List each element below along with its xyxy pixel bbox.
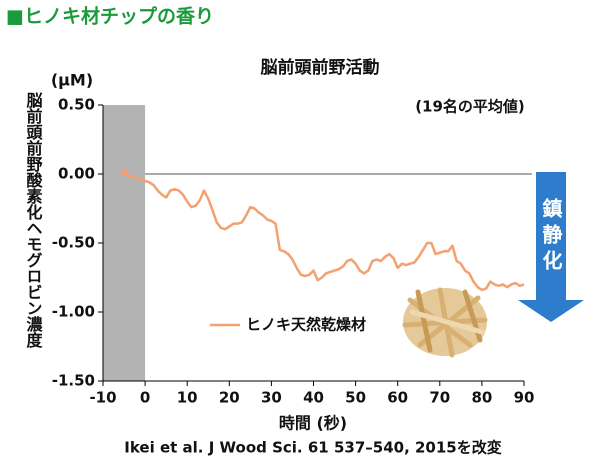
y-tick-label: 0.50 bbox=[58, 96, 95, 114]
x-tick-label: 70 bbox=[429, 389, 450, 407]
arrow-label: 鎮静化 bbox=[539, 197, 563, 276]
x-tick-label: 50 bbox=[345, 389, 366, 407]
y-tick-label: -0.50 bbox=[52, 234, 95, 252]
x-tick-label: 0 bbox=[140, 389, 150, 407]
start-point bbox=[121, 169, 128, 176]
x-tick-label: 60 bbox=[387, 389, 408, 407]
data-line bbox=[123, 171, 525, 292]
x-tick-label: 90 bbox=[514, 389, 535, 407]
arrow bbox=[518, 172, 584, 322]
x-tick-label: 10 bbox=[177, 389, 198, 407]
y-axis-label: 脳前頭前野酸素化ヘモグロビン濃度 bbox=[24, 92, 43, 349]
annotation: (19名の平均値) bbox=[415, 98, 525, 116]
x-tick-label: 20 bbox=[219, 389, 240, 407]
heading: ■ヒノキ材チップの香り bbox=[6, 5, 214, 28]
legend-label: ヒノキ天然乾燥材 bbox=[246, 316, 366, 334]
x-tick-label: 80 bbox=[471, 389, 492, 407]
x-tick-label: 40 bbox=[303, 389, 324, 407]
y-tick-label: 0.00 bbox=[58, 165, 95, 183]
y-tick-label: -1.00 bbox=[52, 303, 95, 321]
source: Ikei et al. J Wood Sci. 61 537–540, 2015… bbox=[124, 439, 501, 457]
x-tick-label: 30 bbox=[261, 389, 282, 407]
shaded-region bbox=[103, 105, 146, 381]
unit-label: (μM) bbox=[51, 71, 93, 90]
x-tick-label: -10 bbox=[89, 389, 116, 407]
wood-chips bbox=[402, 287, 488, 358]
y-tick-label: -1.50 bbox=[52, 372, 95, 390]
chart-title: 脳前頭前野活動 bbox=[261, 57, 380, 78]
x-axis-label: 時間 (秒) bbox=[279, 414, 347, 433]
